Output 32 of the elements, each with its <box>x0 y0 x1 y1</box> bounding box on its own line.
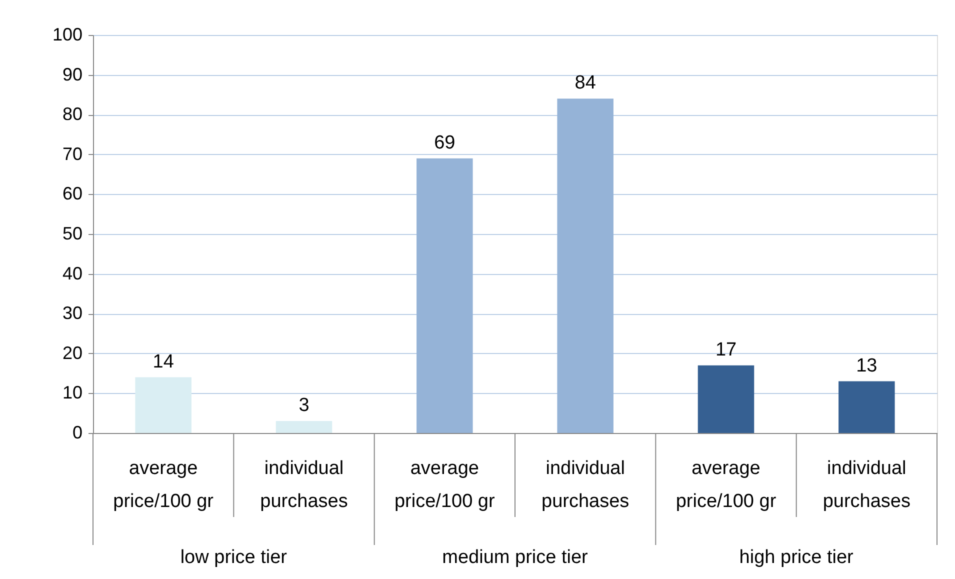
category-label: average price/100 gr <box>394 458 495 512</box>
bar <box>698 365 754 433</box>
data-label: 3 <box>298 395 310 416</box>
bar <box>135 377 192 433</box>
data-label: 14 <box>152 351 174 372</box>
y-tick-label: 100 <box>52 24 82 44</box>
y-tick-label: 20 <box>62 342 82 363</box>
y-tick-label: 90 <box>62 64 82 84</box>
category-label: individual purchases <box>822 458 911 512</box>
text: low price tier <box>180 547 288 568</box>
category-label: average price/100 gr <box>113 458 214 512</box>
text: high price tier <box>739 547 854 568</box>
bar <box>276 421 332 433</box>
y-tick-label: 40 <box>62 263 82 284</box>
text: medium price tier <box>442 547 589 568</box>
bar <box>557 98 614 433</box>
data-label: 69 <box>434 132 456 154</box>
y-tick-label: 50 <box>62 224 82 244</box>
data-label: 13 <box>856 355 878 376</box>
y-tick-label: 10 <box>62 382 82 403</box>
category-label: individual purchases <box>260 458 348 512</box>
data-label: 84 <box>574 72 596 94</box>
bar <box>416 158 473 433</box>
data-label: 17 <box>715 339 737 360</box>
y-tick-label: 0 <box>72 422 82 442</box>
y-tick-label: 80 <box>62 104 82 124</box>
y-tick-label: 70 <box>62 144 82 164</box>
category-label: individual purchases <box>541 458 630 512</box>
category-label: average price/100 gr <box>676 458 776 512</box>
bar <box>838 381 895 433</box>
y-tick-label: 60 <box>62 184 82 204</box>
y-tick-label: 30 <box>62 303 82 324</box>
